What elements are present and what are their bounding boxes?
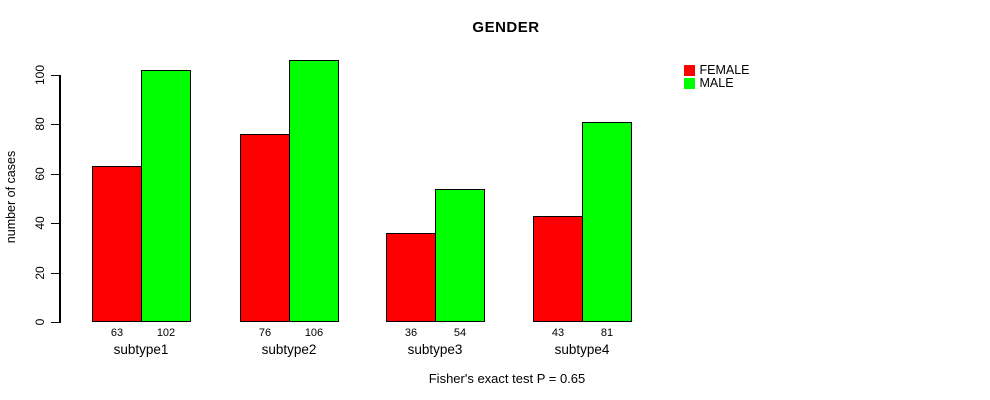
bar-female-subtype2: [240, 134, 290, 322]
legend-swatch-icon: [684, 78, 695, 89]
y-axis-tick-label: 40: [33, 216, 47, 230]
y-axis-label: number of cases: [4, 150, 18, 244]
bar-value-label: 36: [404, 327, 418, 339]
bar-female-subtype4: [533, 216, 583, 322]
y-axis-tick: [51, 123, 59, 125]
legend-label: MALE: [699, 76, 734, 90]
y-axis-tick-label: 80: [33, 117, 47, 131]
bar-value-label: 106: [304, 327, 324, 339]
y-axis-tick: [51, 173, 59, 175]
annotation-text: Fisher's exact test P = 0.65: [428, 371, 586, 386]
bar-male-subtype4: [582, 122, 632, 322]
bar-male-subtype3: [435, 189, 485, 322]
category-label-subtype3: subtype3: [407, 342, 463, 357]
bar-value-label: 102: [156, 327, 176, 339]
chart-title: GENDER: [472, 19, 540, 36]
category-label-subtype2: subtype2: [261, 342, 317, 357]
bar-male-subtype2: [289, 60, 339, 322]
y-axis-line: [59, 75, 61, 323]
y-axis-tick-label: 0: [33, 318, 47, 326]
bar-female-subtype3: [386, 233, 436, 322]
y-axis-tick-label: 20: [33, 266, 47, 280]
bar-value-label: 76: [258, 327, 272, 339]
y-axis-tick: [51, 74, 59, 76]
bar-value-label: 63: [110, 327, 124, 339]
bar-value-label: 81: [600, 327, 614, 339]
y-axis-tick: [51, 272, 59, 274]
category-label-subtype4: subtype4: [554, 342, 610, 357]
legend-item-male: MALE: [684, 76, 750, 90]
legend-swatch-icon: [684, 65, 695, 76]
category-label-subtype1: subtype1: [113, 342, 169, 357]
legend: FEMALE MALE: [684, 63, 750, 90]
bar-value-label: 43: [551, 327, 565, 339]
y-axis-tick: [51, 222, 59, 224]
y-axis-tick-label: 60: [33, 167, 47, 181]
legend-item-female: FEMALE: [684, 63, 750, 77]
y-axis-tick: [51, 321, 59, 323]
bar-value-label: 54: [453, 327, 467, 339]
bar-male-subtype1: [141, 70, 191, 322]
bar-female-subtype1: [92, 166, 142, 322]
legend-label: FEMALE: [699, 63, 750, 77]
y-axis-tick-label: 100: [33, 64, 47, 86]
